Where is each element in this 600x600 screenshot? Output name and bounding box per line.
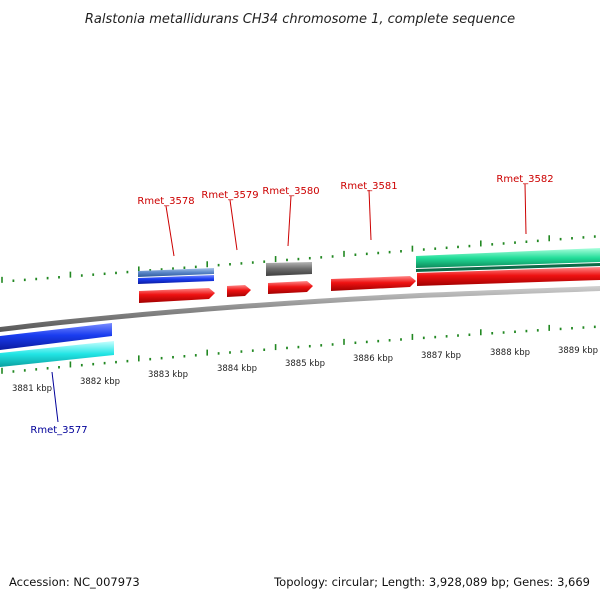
inner-tick-ring — [1, 324, 596, 374]
leader-rmet-3582 — [524, 183, 527, 235]
cds-arrow-rmet-3581[interactable] — [331, 276, 416, 291]
gene-feature-rmet-3577-blue[interactable] — [0, 323, 112, 350]
leader-rmet-3580 — [287, 195, 292, 247]
label-rmet-3577[interactable]: Rmet_3577 — [30, 425, 87, 436]
chromosome-backbone — [0, 286, 600, 332]
cds-feature-rmet-3577-cyan[interactable] — [0, 341, 114, 367]
gene-feature-rmet-3580-gray[interactable] — [266, 262, 312, 276]
leader-rmet-3578 — [165, 205, 175, 257]
kbp-label: 3884 kbp — [217, 364, 257, 374]
leader-rmet-3579 — [229, 199, 238, 251]
label-rmet-3580[interactable]: Rmet_3580 — [262, 186, 319, 197]
gene-feature-rmet-3578-blue[interactable] — [138, 275, 214, 284]
cds-arrow-rmet-3582[interactable] — [417, 267, 600, 286]
kbp-label: 3883 kbp — [148, 370, 188, 380]
kbp-label: 3882 kbp — [80, 377, 120, 387]
cds-arrow-rmet-3579[interactable] — [227, 285, 251, 297]
leader-rmet-3581 — [368, 189, 372, 241]
scale-labels: 3881 kbp 3882 kbp 3883 kbp 3884 kbp 3885… — [12, 346, 598, 394]
label-rmet-3579[interactable]: Rmet_3579 — [201, 190, 258, 201]
gene-feature-rmet-3578-steel[interactable] — [138, 268, 214, 277]
leader-rmet-3577 — [51, 371, 59, 423]
label-rmet-3581[interactable]: Rmet_3581 — [340, 181, 397, 192]
topology-summary: Topology: circular; Length: 3,928,089 bp… — [273, 575, 590, 589]
accession-text: Accession: NC_007973 — [9, 575, 140, 589]
gene-feature-rmet-3582-teal[interactable] — [416, 248, 600, 268]
outer-tick-ring — [1, 235, 596, 283]
gene-feature-rmet-3582-teal-edge — [416, 263, 600, 272]
kbp-label: 3885 kbp — [285, 359, 325, 369]
kbp-label: 3886 kbp — [353, 354, 393, 364]
plus-strand-features — [138, 248, 600, 303]
kbp-label: 3887 kbp — [421, 351, 461, 361]
label-rmet-3578[interactable]: Rmet_3578 — [137, 196, 194, 207]
kbp-label: 3888 kbp — [490, 348, 530, 358]
cds-arrow-rmet-3580[interactable] — [268, 281, 313, 294]
label-rmet-3582[interactable]: Rmet_3582 — [496, 174, 553, 185]
map-title: Ralstonia metallidurans CH34 chromosome … — [85, 12, 515, 27]
kbp-label: 3889 kbp — [558, 346, 598, 356]
cds-arrow-rmet-3578[interactable] — [139, 288, 215, 303]
minus-strand-features — [0, 323, 114, 367]
gene-labels: Rmet_3578 Rmet_3579 Rmet_3580 Rmet_3581 … — [30, 174, 553, 436]
kbp-label: 3881 kbp — [12, 384, 52, 394]
